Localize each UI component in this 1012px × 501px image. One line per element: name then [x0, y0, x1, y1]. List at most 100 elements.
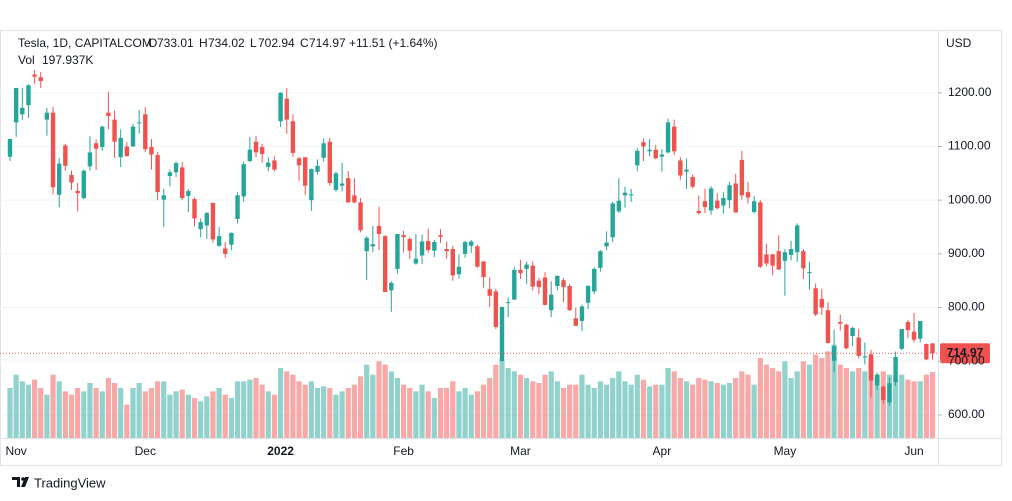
volume-bar — [364, 364, 370, 438]
candle-body — [598, 251, 603, 268]
volume-bar — [708, 381, 714, 438]
candle-body — [370, 244, 376, 247]
volume-bar — [265, 391, 271, 438]
volume-bar — [321, 386, 327, 438]
candle-body — [899, 329, 904, 349]
volume-bar — [339, 391, 345, 438]
volume-bar — [419, 384, 425, 438]
candle-body — [38, 77, 43, 81]
candle-body — [481, 261, 486, 277]
candle-body — [290, 121, 296, 153]
candle-body — [112, 119, 117, 142]
volume-bar — [302, 384, 308, 438]
volume-bar — [739, 371, 745, 438]
volume-bar — [843, 368, 849, 438]
brand-name: TradingView — [34, 475, 106, 490]
volume-bar — [837, 364, 843, 438]
candle-body — [413, 258, 419, 264]
candle-body — [167, 172, 173, 177]
candle-body — [561, 280, 566, 288]
volume-bar — [517, 374, 524, 438]
x-tick-label: Jun — [904, 444, 923, 458]
volume-bar — [314, 388, 321, 438]
volume-bar — [505, 368, 511, 438]
volume-bar — [185, 394, 191, 438]
x-tick-label: Mar — [510, 444, 531, 458]
candle-body — [136, 122, 142, 124]
candle-body — [143, 114, 148, 150]
candle-body — [358, 202, 363, 231]
change-label: +11.51 (+1.64%) — [349, 36, 438, 50]
volume-bar — [487, 378, 493, 438]
volume-bar — [167, 394, 173, 438]
volume-bar — [677, 378, 683, 438]
candle-body — [653, 149, 658, 159]
volume-bar — [44, 394, 50, 438]
candle-body — [278, 92, 283, 122]
candle-body — [456, 266, 462, 275]
volume-bar — [788, 378, 794, 438]
volume-bar — [554, 381, 560, 438]
candle-body — [893, 356, 898, 383]
candle-body — [524, 264, 529, 269]
volume-bar — [210, 391, 216, 438]
volume-bar — [628, 384, 634, 438]
legend-open-value: 733.01 — [157, 36, 194, 50]
volume-bar — [130, 388, 136, 438]
volume-bar — [733, 378, 739, 438]
candle-body — [272, 160, 277, 170]
candle-body — [616, 200, 622, 212]
candle-body — [32, 74, 37, 77]
currency-label: USD — [946, 36, 972, 50]
x-tick-label: 2022 — [267, 444, 294, 458]
candle-body — [745, 192, 751, 198]
candle-body — [186, 191, 191, 196]
volume-bar — [917, 381, 923, 438]
candle-body — [813, 288, 818, 315]
volume-bar — [579, 374, 585, 438]
volume-bar — [376, 361, 382, 438]
candle-body — [118, 137, 123, 158]
candle-body — [542, 277, 548, 305]
candle-body — [665, 122, 671, 153]
candle-body — [499, 307, 505, 362]
last-price-label: 714.97 — [947, 345, 984, 359]
candle-body — [696, 210, 701, 214]
volume-bar — [62, 391, 68, 438]
candle-body — [751, 201, 757, 212]
volume-bar — [370, 374, 376, 438]
volume-bar — [923, 374, 929, 438]
candle-body — [426, 240, 431, 251]
candle-body — [106, 112, 111, 116]
y-tick-label: 1000.00 — [948, 192, 992, 206]
volume-bar — [75, 388, 81, 438]
volume-bar — [868, 358, 874, 438]
candle-body — [727, 185, 732, 201]
x-tick-label: Apr — [653, 444, 672, 458]
candle-body — [604, 242, 609, 247]
candle-body — [296, 158, 302, 166]
candle-body — [776, 251, 781, 270]
volume-bar — [148, 388, 155, 438]
volume-value: 197.937K — [42, 53, 93, 67]
volume-bar — [136, 383, 142, 438]
volume-bar — [536, 383, 542, 438]
volume-bar — [68, 394, 75, 438]
candle-body — [210, 202, 216, 240]
candle-body — [807, 272, 812, 274]
candle-body — [259, 147, 265, 155]
volume-bar — [394, 378, 401, 438]
volume-bar — [142, 391, 148, 438]
volume-bar — [640, 379, 647, 438]
volume-bar — [333, 394, 339, 438]
candle-body — [20, 107, 25, 115]
candle-body — [567, 286, 572, 311]
candle-body — [819, 298, 824, 308]
candle-body — [87, 152, 93, 167]
candle-body — [918, 320, 923, 339]
candle-body — [216, 236, 222, 246]
volume-bar — [671, 371, 677, 438]
volume-bar — [567, 384, 573, 438]
candle-body — [309, 169, 314, 201]
candle-body — [155, 155, 160, 193]
